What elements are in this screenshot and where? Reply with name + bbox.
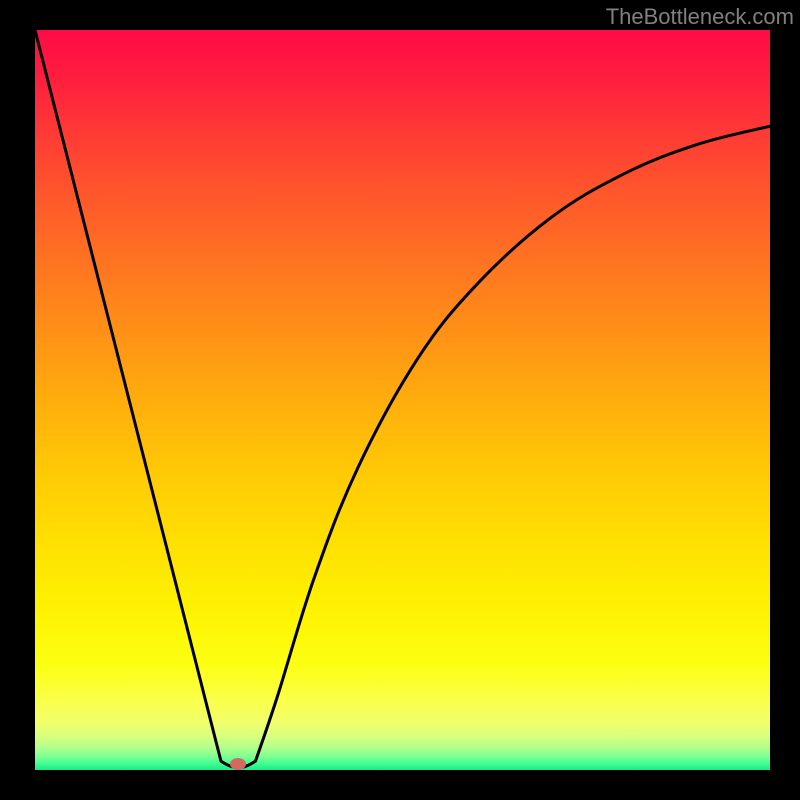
- bottleneck-curve: [35, 30, 770, 770]
- curve-path: [35, 30, 770, 768]
- plot-area: [35, 30, 770, 770]
- chart-frame: [0, 0, 800, 800]
- watermark-text: TheBottleneck.com: [606, 4, 794, 30]
- optimal-point-marker: [230, 758, 246, 770]
